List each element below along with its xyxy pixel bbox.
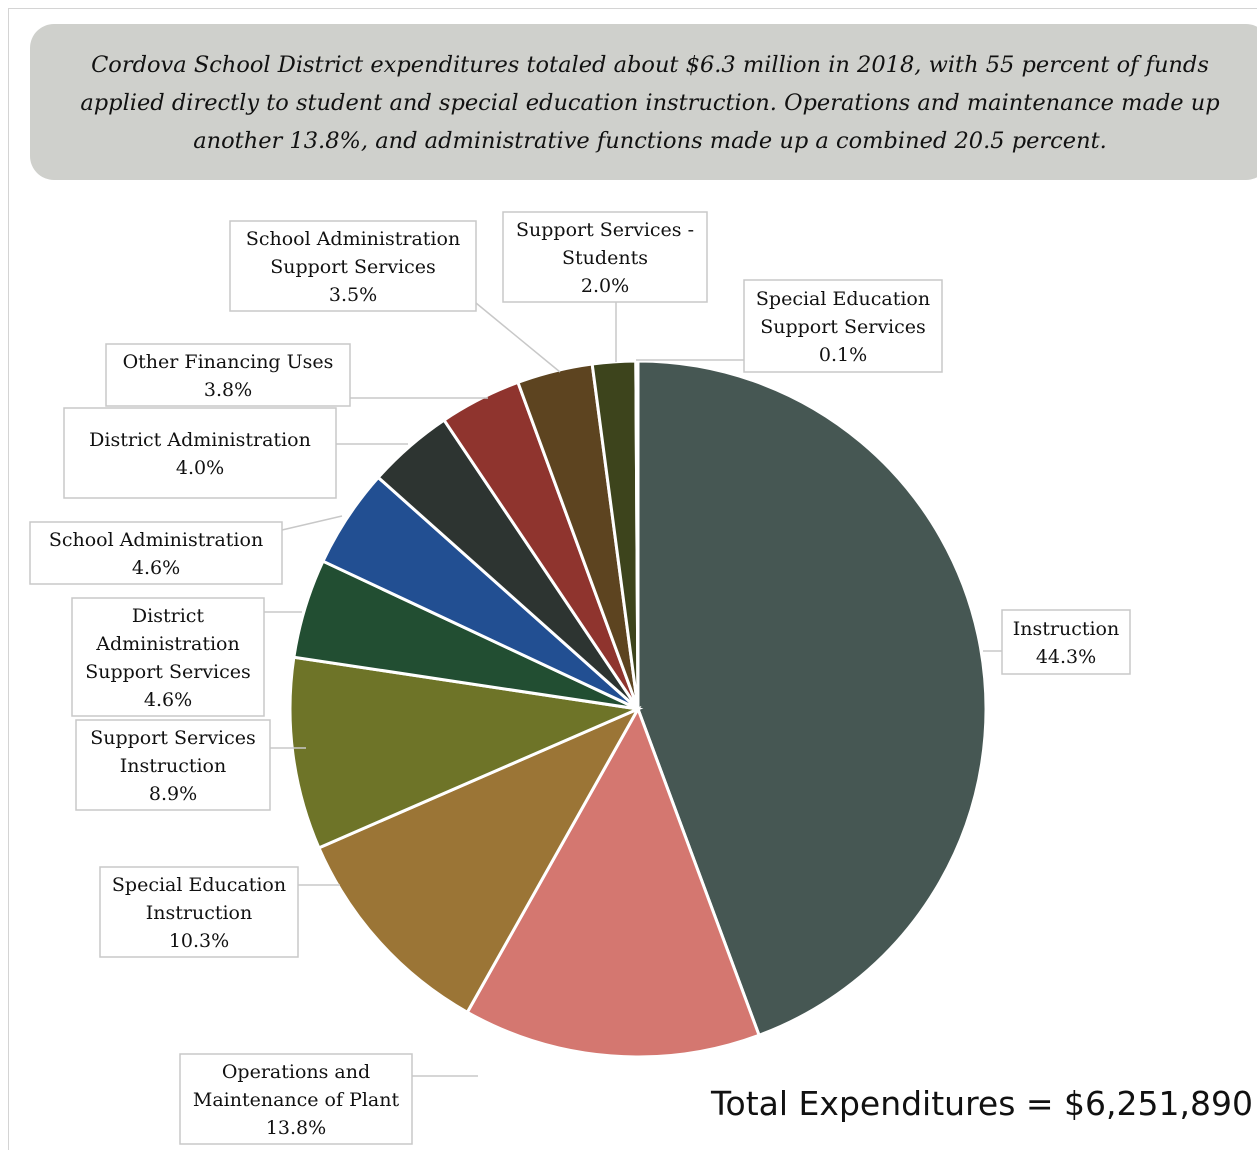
slice-label: Support Services - Students 2.0% bbox=[502, 211, 708, 362]
label-box bbox=[229, 220, 477, 312]
slice-category-label: Support Services bbox=[270, 256, 436, 278]
slice-percent-label: 3.5% bbox=[329, 284, 377, 306]
slice-percent-label: 3.8% bbox=[204, 379, 252, 401]
pie-slice bbox=[316, 705, 642, 1015]
slice-label: District Administration Support Services 4.… bbox=[71, 597, 302, 717]
slice-category-label: School Administration bbox=[49, 529, 263, 551]
slice-category-label: Support Services bbox=[90, 727, 256, 749]
summary-callout: Cordova School District expenditures tot… bbox=[30, 24, 1257, 180]
leader-line bbox=[281, 515, 343, 531]
slice-percent-label: 4.0% bbox=[176, 457, 224, 479]
slice-category-label: School Administration bbox=[246, 228, 460, 250]
slice-category-label: Operations and bbox=[222, 1061, 370, 1083]
slice-percent-label: 4.6% bbox=[144, 689, 192, 711]
label-box bbox=[502, 211, 708, 303]
slice-category-label: Instruction bbox=[146, 902, 252, 924]
label-box bbox=[29, 521, 283, 585]
slice-percent-label: 0.1% bbox=[819, 344, 867, 366]
label-box bbox=[75, 719, 271, 811]
label-box bbox=[743, 279, 943, 373]
label-box bbox=[71, 597, 265, 717]
slice-category-label: Special Education bbox=[112, 874, 286, 896]
slice-category-label: Administration bbox=[95, 633, 239, 655]
slice-label: Special Education Support Services 0.1% bbox=[636, 279, 943, 373]
label-box bbox=[99, 866, 299, 958]
slice-category-label: Instruction bbox=[1013, 618, 1119, 640]
label-box bbox=[1001, 609, 1131, 675]
slice-percent-label: 10.3% bbox=[169, 930, 229, 952]
slice-category-label: Special Education bbox=[756, 288, 930, 310]
slice-category-label: District Administration bbox=[89, 429, 311, 451]
slice-percent-label: 4.6% bbox=[132, 557, 180, 579]
slice-category-label: Maintenance of Plant bbox=[193, 1089, 400, 1111]
pie-slice bbox=[634, 359, 640, 710]
slice-label: District Administration 4.0% bbox=[63, 407, 408, 499]
slice-category-label: Other Financing Uses bbox=[123, 351, 334, 373]
slice-category-label: Support Services bbox=[85, 661, 251, 683]
slice-label: Operations and Maintenance of Plant 13.8% bbox=[179, 1053, 478, 1145]
summary-text: Cordova School District expenditures tot… bbox=[80, 52, 1220, 154]
slice-category-label: Students bbox=[562, 247, 648, 269]
slice-category-label: District bbox=[132, 605, 204, 627]
slice-percent-label: 44.3% bbox=[1036, 646, 1096, 668]
label-box bbox=[179, 1053, 413, 1145]
slice-label: School Administration Support Services 3.5… bbox=[229, 220, 561, 373]
slice-percent-label: 13.8% bbox=[266, 1117, 326, 1139]
slice-percent-label: 8.9% bbox=[149, 783, 197, 805]
pie-slice bbox=[288, 655, 644, 850]
label-box bbox=[63, 407, 337, 499]
pie-slice bbox=[465, 705, 762, 1059]
slice-percent-label: 2.0% bbox=[581, 275, 629, 297]
slice-label: Instruction 44.3% bbox=[983, 609, 1131, 675]
slice-label: Special Education Instruction 10.3% bbox=[99, 866, 340, 958]
slice-label: Support Services Instruction 8.9% bbox=[75, 719, 306, 811]
slice-category-label: Support Services bbox=[760, 316, 926, 338]
leader-line bbox=[475, 302, 561, 373]
slice-category-label: Instruction bbox=[120, 755, 226, 777]
pie-slice bbox=[636, 359, 988, 1038]
slice-category-label: Support Services - bbox=[516, 219, 694, 241]
total-expenditures: Total Expenditures = $6,251,890 bbox=[711, 1084, 1253, 1123]
slice-label: Other Financing Uses 3.8% bbox=[105, 343, 488, 407]
label-box bbox=[105, 343, 351, 407]
chart-frame bbox=[8, 8, 1257, 1150]
slice-label: School Administration 4.6% bbox=[29, 515, 343, 585]
